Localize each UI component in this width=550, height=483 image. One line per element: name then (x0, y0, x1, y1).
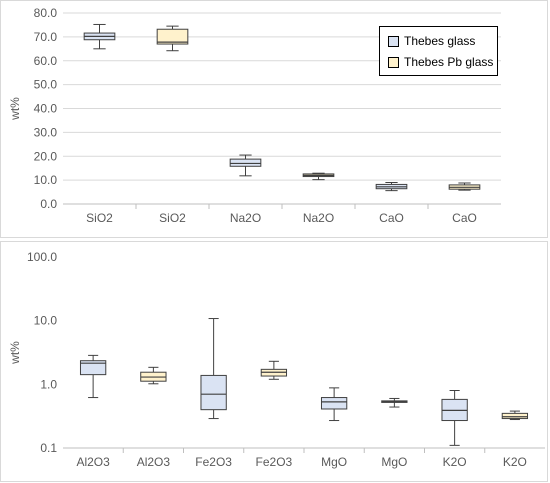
x-tick-label: CaO (452, 211, 477, 225)
top-chart-panel: 0.0 10.0 20.0 30.0 40.0 50.0 60.0 70.0 80.0 wt% Si… (0, 0, 548, 238)
legend: Thebes glass Thebes Pb glass (379, 26, 498, 76)
y-tick-label: 50.0 (34, 78, 58, 92)
y-tick-label: 1.0 (40, 377, 57, 391)
y-tick-label: 10.0 (34, 314, 58, 328)
box-iqr (320, 397, 348, 410)
legend-label-thebes-glass: Thebes glass (404, 34, 476, 48)
y-tick-label: 20.0 (34, 149, 58, 163)
x-tick-label: K2O (443, 455, 467, 469)
y-tick-label: 60.0 (34, 54, 58, 68)
legend-item-thebes-pb-glass: Thebes Pb glass (388, 54, 493, 70)
legend-swatch-thebes-pb-glass (388, 56, 399, 68)
box-iqr (229, 158, 262, 167)
x-tick-label: SiO2 (159, 211, 186, 225)
y-tick-label: 80.0 (34, 6, 58, 20)
x-tick-label: CaO (379, 211, 404, 225)
x-tick-label: MgO (381, 455, 407, 469)
top-box-plot: 0.0 10.0 20.0 30.0 40.0 50.0 60.0 70.0 80.0 wt% Si… (8, 6, 501, 225)
x-tick-label: MgO (321, 455, 347, 469)
y-tick-label: 70.0 (34, 30, 58, 44)
y-tick-label: 10.0 (34, 173, 58, 187)
x-tick-label: Al2O3 (76, 455, 110, 469)
y-tick-label: 0.0 (40, 197, 57, 211)
x-tick-label: Fe2O3 (256, 455, 293, 469)
box-iqr (501, 412, 529, 420)
bottom-box-plot: 0.1 1.0 10.0 100.0 wt% Al2O3 Al2O3 Fe2O3 Fe2O3 Mg… (8, 250, 545, 469)
legend-swatch-thebes-glass (388, 35, 399, 47)
bottom-chart-panel: 0.1 1.0 10.0 100.0 wt% Al2O3 Al2O3 Fe2O3 Fe2O3 Mg… (0, 241, 548, 482)
legend-label-thebes-pb-glass: Thebes Pb glass (404, 55, 494, 69)
x-tick-label: K2O (503, 455, 527, 469)
x-tick-label: Al2O3 (137, 455, 171, 469)
box-iqr (156, 28, 189, 45)
box-iqr (200, 374, 227, 411)
y-tick-label: 100.0 (27, 250, 57, 264)
y-axis-label: wt% (8, 97, 22, 121)
x-tick-label: Na2O (303, 211, 334, 225)
x-tick-label: Na2O (230, 211, 261, 225)
x-tick-label: Fe2O3 (195, 455, 232, 469)
y-axis-label: wt% (8, 341, 22, 365)
y-tick-label: 0.1 (40, 441, 57, 455)
box-iqr (79, 360, 107, 376)
y-tick-label: 30.0 (34, 125, 58, 139)
legend-item-thebes-glass: Thebes glass (388, 33, 475, 49)
y-tick-label: 40.0 (34, 102, 58, 116)
x-tick-label: SiO2 (86, 211, 113, 225)
